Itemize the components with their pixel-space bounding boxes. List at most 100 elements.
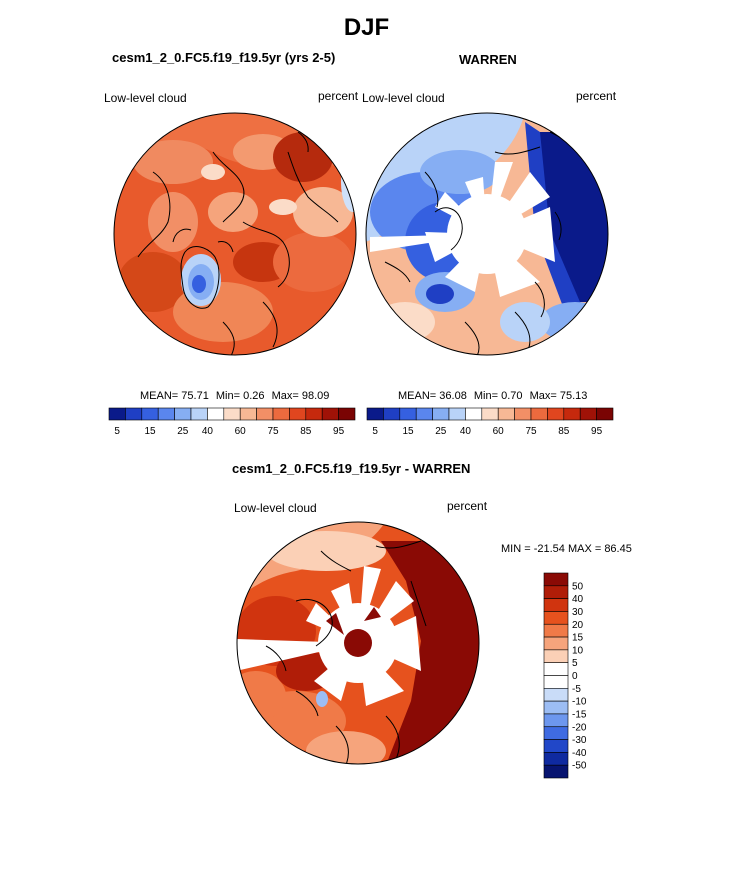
right-colorbar-label-3: 40 (460, 426, 472, 437)
diff-colorbar-swatch-6 (543, 649, 569, 663)
diff-colorbar-swatch-10 (543, 700, 569, 715)
right-min-value: 0.70 (501, 390, 523, 402)
left-colorbar-swatch-12 (305, 407, 323, 421)
left-min-value: 0.26 (243, 390, 265, 402)
right-colorbar-swatch-13 (579, 407, 597, 421)
right-colorbar-swatch-5 (448, 407, 466, 421)
diff-colorbar-label-5: 10 (572, 645, 584, 656)
diff-colorbar-swatch-13 (543, 739, 569, 753)
right-colorbar-swatch-12 (563, 407, 581, 421)
left-mean-value: 75.71 (181, 390, 209, 402)
left-colorbar-label-1: 15 (144, 426, 156, 437)
left-colorbar-label-0: 5 (114, 426, 120, 437)
right-colorbar-swatch-2 (399, 407, 417, 421)
diff-colorbar-label-3: 20 (572, 620, 584, 631)
left-variable-label: Low-level cloud (104, 91, 187, 105)
right-max-label: Max= (529, 390, 557, 402)
left-colorbar-swatch-7 (223, 407, 241, 421)
diff-colorbar-label-10: -15 (572, 709, 587, 720)
figure-title: DJF (343, 14, 390, 41)
diff-colorbar-label-8: -5 (572, 684, 581, 695)
diff-colorbar-swatch-11 (543, 713, 569, 728)
diff-units-label: percent (447, 499, 488, 513)
right-mean-value: 36.08 (439, 390, 467, 402)
right-colorbar: 5 15 25 40 60 75 85 95 (366, 407, 614, 437)
right-colorbar-swatch-10 (530, 407, 548, 421)
right-colorbar-label-6: 85 (558, 426, 570, 437)
diff-minmax: MIN = -21.54 MAX = 86.45 (501, 543, 632, 555)
diff-colorbar-label-1: 40 (572, 594, 584, 605)
left-max-label: Max= (271, 390, 299, 402)
right-stats: MEAN= 36.08 Min= 0.70 Max= 75.13 (398, 390, 587, 402)
diff-colorbar-label-13: -40 (572, 748, 587, 759)
left-colorbar-swatch-6 (207, 407, 225, 421)
left-max-value: 98.09 (301, 390, 330, 402)
right-max-value: 75.13 (559, 390, 588, 402)
diff-colorbar-swatch-3 (543, 611, 569, 625)
diff-colorbar-label-0: 50 (572, 581, 584, 592)
diff-colorbar-label-7: 0 (572, 671, 578, 682)
right-colorbar-swatch-1 (383, 407, 401, 421)
diff-colorbar-swatch-4 (543, 623, 569, 638)
right-colorbar-swatch-14 (596, 407, 614, 421)
diff-colorbar-swatch-15 (543, 764, 569, 779)
left-colorbar-swatch-13 (321, 407, 339, 421)
diff-colorbar-label-14: -50 (572, 761, 587, 772)
left-min-label: Min= (215, 390, 241, 402)
right-colorbar-label-1: 15 (402, 426, 414, 437)
left-colorbar-swatch-8 (239, 407, 257, 421)
right-polar-map (365, 112, 609, 356)
diff-colorbar-swatch-7 (543, 662, 569, 676)
right-colorbar-swatch-8 (497, 407, 515, 421)
right-min-label: Min= (473, 390, 499, 402)
left-colorbar-label-2: 25 (177, 426, 189, 437)
left-colorbar-label-5: 75 (267, 426, 279, 437)
diff-colorbar-swatch-5 (543, 636, 569, 651)
left-colorbar: 5 15 25 40 60 75 85 95 (108, 407, 356, 437)
left-colorbar-swatch-2 (141, 407, 159, 421)
left-colorbar-swatch-1 (125, 407, 143, 421)
diff-colorbar-swatch-9 (543, 688, 569, 702)
right-colorbar-label-2: 25 (435, 426, 447, 437)
left-stats: MEAN= 75.71 Min= 0.26 Max= 98.09 (140, 390, 329, 402)
right-colorbar-label-7: 95 (591, 426, 603, 437)
right-colorbar-swatch-0 (366, 407, 384, 421)
right-colorbar-label-0: 5 (372, 426, 378, 437)
left-colorbar-swatch-14 (338, 407, 356, 421)
left-units-label: percent (318, 89, 359, 103)
left-colorbar-label-4: 60 (235, 426, 247, 437)
diff-colorbar-swatch-12 (543, 726, 569, 740)
diff-colorbar-label-12: -30 (572, 735, 587, 746)
diff-variable-label: Low-level cloud (234, 501, 317, 515)
diff-colorbar-label-2: 30 (572, 607, 584, 618)
right-colorbar-swatch-7 (481, 407, 499, 421)
left-colorbar-swatch-3 (157, 407, 175, 421)
diff-polar-map (236, 521, 480, 765)
left-colorbar-label-6: 85 (300, 426, 312, 437)
right-colorbar-swatch-11 (547, 407, 565, 421)
diff-colorbar-swatch-0 (543, 572, 569, 587)
right-units-label: percent (576, 89, 617, 103)
left-mean-label: MEAN= (140, 390, 179, 402)
diff-colorbar-swatch-8 (543, 675, 569, 689)
right-colorbar-swatch-4 (432, 407, 450, 421)
left-colorbar-swatch-4 (174, 407, 192, 421)
diff-colorbar-swatch-1 (543, 585, 569, 599)
left-colorbar-label-7: 95 (333, 426, 345, 437)
left-colorbar-label-3: 40 (202, 426, 214, 437)
left-polar-map (113, 112, 357, 356)
diff-colorbar-label-6: 5 (572, 658, 578, 669)
left-colorbar-swatch-10 (272, 407, 290, 421)
right-colorbar-swatch-3 (415, 407, 433, 421)
left-colorbar-swatch-0 (108, 407, 126, 421)
right-variable-label: Low-level cloud (362, 91, 445, 105)
right-mean-label: MEAN= (398, 390, 437, 402)
diff-colorbar-label-9: -10 (572, 697, 587, 708)
left-colorbar-swatch-11 (289, 407, 307, 421)
right-panel-title: WARREN (459, 52, 517, 67)
left-panel-title: cesm1_2_0.FC5.f19_f19.5yr (yrs 2-5) (112, 50, 336, 65)
left-colorbar-swatch-9 (256, 407, 274, 421)
right-colorbar-swatch-9 (514, 407, 532, 421)
diff-panel-title: cesm1_2_0.FC5.f19_f19.5yr - WARREN (232, 461, 471, 476)
